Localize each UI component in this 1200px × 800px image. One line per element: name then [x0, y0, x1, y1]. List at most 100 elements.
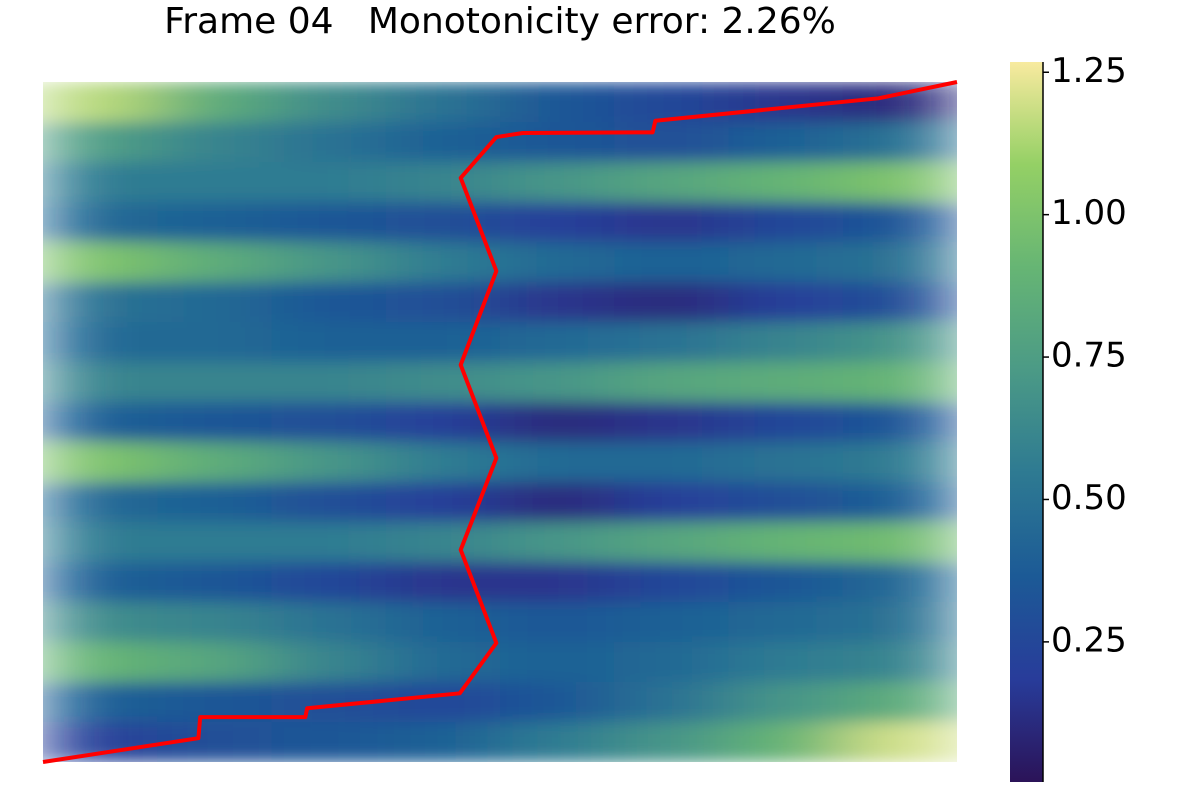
heatmap-cell [500, 202, 615, 243]
heatmap-cell [157, 322, 272, 363]
heatmap-cell [157, 402, 272, 443]
heatmap-cell [43, 682, 158, 723]
warping-path [42, 80, 958, 764]
heatmap-cell [614, 682, 729, 723]
heatmap-cell [157, 482, 272, 523]
heatmap-cell [157, 442, 272, 483]
heatmap-cell [271, 122, 387, 163]
heatmap-cell [842, 522, 957, 563]
heatmap-cell [500, 602, 615, 643]
heatmap-cell [728, 442, 844, 483]
heatmap-cell [614, 282, 729, 323]
heatmap-cell [43, 402, 158, 443]
colorbar-tick-label: 1.00 [1051, 193, 1127, 233]
heatmap-cell [271, 402, 387, 443]
heatmap-cell [385, 482, 501, 523]
heatmap-cell [500, 122, 615, 163]
heatmap-cell [728, 722, 844, 762]
heatmap-cell [385, 442, 501, 483]
heatmap-cell [43, 642, 158, 683]
heatmap-cell [500, 242, 615, 283]
heatmap-cell [614, 442, 729, 483]
heatmap-cell [385, 122, 501, 163]
heatmap-cell [500, 722, 615, 762]
heatmap-cell [842, 242, 957, 283]
colorbar-tick-label: 1.25 [1051, 51, 1127, 91]
heatmap-cell [614, 642, 729, 683]
heatmap-cell [614, 362, 729, 403]
heatmap-cell [157, 202, 272, 243]
heatmap-cell [728, 482, 844, 523]
heatmap-cell [728, 202, 844, 243]
heatmap-cell [842, 282, 957, 323]
heatmap-cell [842, 402, 957, 443]
heatmap-cell [614, 602, 729, 643]
heatmap-cell [157, 82, 272, 123]
heatmap-cell [500, 362, 615, 403]
heatmap-cell [43, 82, 158, 123]
heatmap-cell [614, 402, 729, 443]
heatmap-cell [385, 242, 501, 283]
heatmap-cell [43, 522, 158, 563]
heatmap-cell [842, 122, 957, 163]
heatmap-cell [43, 562, 158, 603]
heatmap-cell [43, 122, 158, 163]
colorbar-tick-label: 0.75 [1051, 336, 1127, 376]
heatmap-cell [614, 722, 729, 762]
colorbar-tick-label: 0.50 [1051, 478, 1127, 518]
heatmap-cell [500, 162, 615, 203]
heatmap-cell [385, 82, 501, 123]
heatmap-cell [728, 602, 844, 643]
heatmap-cell [500, 482, 615, 523]
heatmap-cell [728, 362, 844, 403]
heatmap-cell [271, 82, 387, 123]
heatmap-cell [500, 442, 615, 483]
heatmap-cell [157, 362, 272, 403]
heatmap-cell [728, 162, 844, 203]
heatmap-cell [842, 602, 957, 643]
heatmap-cell [500, 562, 615, 603]
heatmap-cell [271, 282, 387, 323]
heatmap-cell [842, 322, 957, 363]
heatmap-cell [614, 202, 729, 243]
heatmap-cell [614, 122, 729, 163]
heatmap-cell [728, 562, 844, 603]
heatmap-cell [43, 362, 158, 403]
overlay: 0.25 0.50 0.75 1.00 1.25 [42, 51, 1127, 764]
heatmap-cell [500, 322, 615, 363]
heatmap-cell [500, 522, 615, 563]
heatmap-cell [43, 282, 158, 323]
heatmap-cell [157, 642, 272, 683]
heatmap-cell [842, 682, 957, 723]
colorbar-tick-label: 0.25 [1051, 620, 1127, 660]
heatmap-cell [728, 682, 844, 723]
heatmap-cell [385, 362, 501, 403]
heatmap-cell [43, 482, 158, 523]
heatmap-cell [271, 522, 387, 563]
heatmap-cell [614, 322, 729, 363]
heatmap-cell [271, 202, 387, 243]
heatmap-cell [728, 642, 844, 683]
heatmap-cell [43, 162, 158, 203]
heatmap-cell [271, 482, 387, 523]
heatmap-cell [614, 522, 729, 563]
heatmap-cell [385, 522, 501, 563]
heatmap-cell [728, 402, 844, 443]
heatmap-cell [842, 202, 957, 243]
heatmap-cell [157, 562, 272, 603]
heatmap-cell [157, 162, 272, 203]
heatmap-cell [614, 242, 729, 283]
heatmap-cell [842, 162, 957, 203]
heatmap-cell [43, 722, 158, 762]
heatmap-cell [842, 642, 957, 683]
heatmap-cell [385, 722, 501, 762]
heatmap-cell [728, 282, 844, 323]
heatmap-cell [500, 642, 615, 683]
heatmap-cell [43, 242, 158, 283]
heatmap-cell [385, 162, 501, 203]
heatmap-cell [157, 282, 272, 323]
heatmap-cell [500, 682, 615, 723]
heatmap-cell [271, 362, 387, 403]
heatmap-cell [385, 322, 501, 363]
heatmap-cell [500, 282, 615, 323]
